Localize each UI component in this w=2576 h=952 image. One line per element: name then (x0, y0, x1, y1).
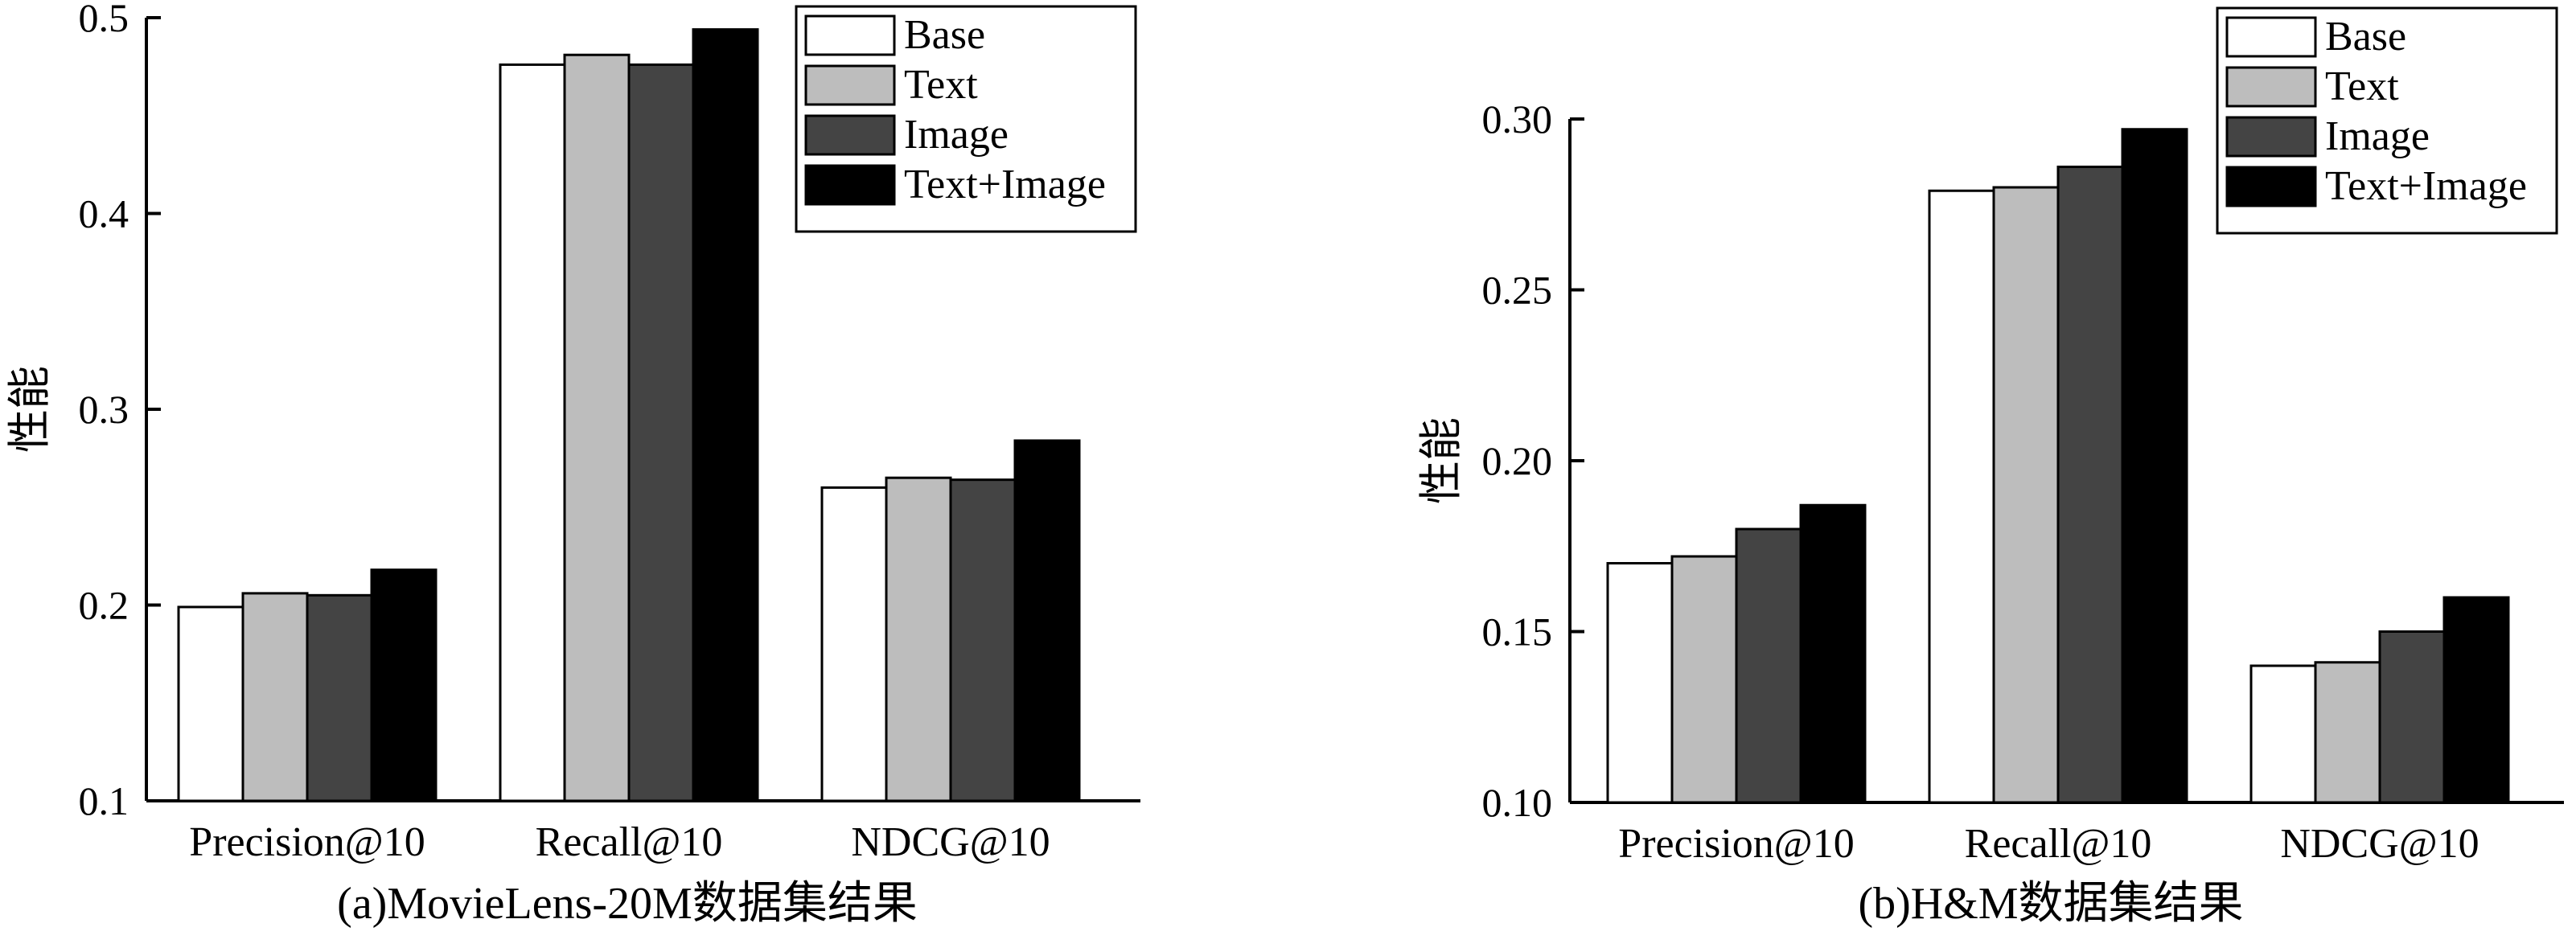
legend-label: Base (904, 12, 985, 58)
bar-text-precision-10 (1670, 555, 1738, 804)
bar-base-ndcg-10 (2249, 664, 2317, 804)
legend-swatch (804, 64, 896, 106)
bar-text-image-precision-10 (370, 568, 438, 802)
x-category-label: NDCG@10 (2280, 821, 2479, 867)
y-tick-label: 0.4 (79, 191, 129, 236)
legend-swatch (804, 14, 896, 56)
legend-swatch (2225, 16, 2317, 58)
bar-image-recall-10 (627, 63, 695, 802)
legend-swatch (2225, 66, 2317, 108)
x-category-label: Precision@10 (189, 819, 425, 865)
chart-panel-2: 0.10 0.15 0.20 0.25 0.30 性能 Precision@10 Recall… (1415, 6, 2564, 929)
bar-text-ndcg-10 (885, 476, 952, 802)
bar-base-ndcg-10 (820, 486, 888, 802)
bar-text-ndcg-10 (2314, 661, 2381, 804)
y-tick-label: 0.30 (1482, 96, 1553, 142)
chart-panel-1: 0.1 0.2 0.3 0.4 0.5 性能 Precision@10 Recall@10 ND… (4, 0, 1140, 929)
y-tick-label: 0.1 (79, 778, 129, 823)
bar-text-image-recall-10 (692, 28, 759, 802)
bar-image-ndcg-10 (949, 478, 1017, 802)
bar-base-precision-10 (177, 605, 244, 802)
y-tick-label: 0.2 (79, 583, 129, 628)
bar-base-precision-10 (1606, 562, 1674, 804)
legend-label: Text (904, 62, 978, 108)
legend-label: Image (2325, 113, 2430, 159)
bar-text-image-ndcg-10 (1013, 439, 1081, 802)
bar-image-precision-10 (306, 593, 373, 802)
chart-caption: (a)MovieLens-20M数据集结果 (337, 879, 918, 929)
bar-base-recall-10 (499, 63, 566, 802)
chart-caption: (b)H&M数据集结果 (1858, 879, 2243, 929)
legend-swatch (804, 114, 896, 156)
y-tick-label: 0.20 (1482, 438, 1553, 483)
legend-label: Text+Image (2325, 163, 2527, 209)
x-category-label: Precision@10 (1618, 821, 1854, 867)
y-axis-label: 性能 (4, 366, 55, 453)
y-axis-label: 性能 (1415, 417, 1466, 504)
y-tick-label: 0.25 (1482, 268, 1553, 313)
y-tick-label: 0.10 (1482, 780, 1553, 825)
legend-label: Text (2325, 64, 2399, 109)
legend-label: Text+Image (904, 162, 1106, 207)
bar-image-precision-10 (1735, 527, 1802, 804)
bar-text-image-precision-10 (1799, 503, 1867, 804)
x-category-label: Recall@10 (536, 819, 723, 865)
bar-text-image-recall-10 (2121, 128, 2188, 804)
legend-label: Base (2325, 14, 2406, 60)
bar-text-image-ndcg-10 (2442, 596, 2510, 804)
x-category-label: Recall@10 (1965, 821, 2152, 867)
bar-base-recall-10 (1928, 189, 1995, 804)
x-category-label: NDCG@10 (851, 819, 1050, 865)
bar-image-ndcg-10 (2378, 630, 2446, 804)
bar-text-recall-10 (1992, 186, 2060, 804)
y-tick-label: 0.15 (1482, 609, 1553, 654)
bar-text-precision-10 (241, 592, 309, 802)
y-tick-label: 0.5 (79, 0, 129, 40)
bar-text-recall-10 (563, 53, 631, 802)
legend-label: Image (904, 112, 1009, 158)
legend-swatch (2225, 166, 2317, 207)
bar-image-recall-10 (2056, 166, 2124, 804)
y-tick-label: 0.3 (79, 387, 129, 432)
legend-swatch (804, 164, 896, 206)
legend-swatch (2225, 116, 2317, 158)
